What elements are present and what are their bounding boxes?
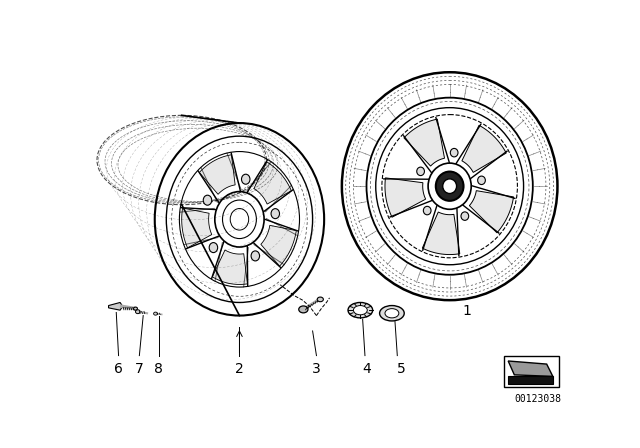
Text: 5: 5: [397, 362, 406, 376]
Ellipse shape: [271, 209, 280, 219]
Polygon shape: [254, 162, 291, 204]
Ellipse shape: [299, 306, 308, 313]
Ellipse shape: [436, 172, 463, 201]
Polygon shape: [109, 302, 122, 310]
Ellipse shape: [136, 310, 140, 314]
Ellipse shape: [251, 251, 260, 261]
Ellipse shape: [461, 212, 468, 220]
Ellipse shape: [348, 302, 372, 318]
Text: 8: 8: [154, 362, 163, 376]
Bar: [504, 356, 559, 387]
Text: 1: 1: [462, 304, 471, 318]
Polygon shape: [508, 361, 553, 376]
Polygon shape: [385, 178, 426, 217]
Ellipse shape: [154, 312, 157, 315]
Text: 4: 4: [362, 362, 371, 376]
Ellipse shape: [204, 195, 212, 205]
Text: 3: 3: [312, 362, 321, 376]
Ellipse shape: [134, 307, 138, 310]
Ellipse shape: [477, 176, 485, 185]
Ellipse shape: [385, 309, 399, 318]
Text: 7: 7: [135, 362, 144, 376]
Ellipse shape: [451, 148, 458, 157]
Polygon shape: [199, 155, 235, 194]
Ellipse shape: [417, 167, 424, 176]
Ellipse shape: [423, 207, 431, 215]
Ellipse shape: [353, 306, 367, 315]
Polygon shape: [462, 125, 506, 172]
Polygon shape: [182, 208, 212, 248]
Polygon shape: [422, 212, 460, 254]
Polygon shape: [508, 376, 553, 384]
Text: 2: 2: [235, 362, 244, 376]
Ellipse shape: [317, 297, 323, 302]
Text: 00123038: 00123038: [514, 394, 561, 404]
Text: 6: 6: [114, 362, 123, 376]
Ellipse shape: [380, 306, 404, 321]
Polygon shape: [261, 225, 296, 266]
Ellipse shape: [241, 174, 250, 184]
Polygon shape: [469, 191, 513, 233]
Ellipse shape: [209, 242, 218, 253]
Polygon shape: [404, 119, 445, 166]
Polygon shape: [212, 250, 248, 284]
Ellipse shape: [443, 179, 456, 194]
